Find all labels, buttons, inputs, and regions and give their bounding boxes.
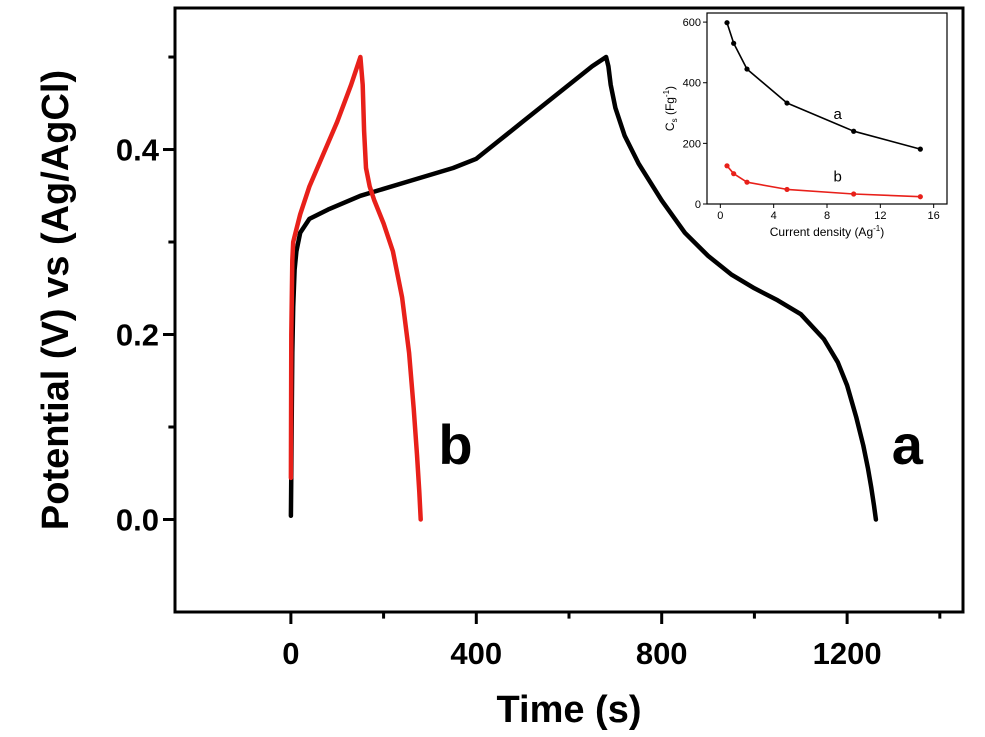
curve-label-b: b	[833, 168, 841, 185]
x-tick-label: 800	[636, 636, 688, 671]
curve-label-a: a	[892, 413, 924, 476]
series-b-line	[288, 54, 423, 522]
x-tick-label: 4	[771, 210, 777, 222]
x-tick-label: 8	[824, 210, 830, 222]
y-tick-label: 600	[683, 17, 701, 29]
series-b-point	[744, 179, 750, 185]
series-a-point	[784, 100, 790, 106]
series-a-point	[724, 20, 730, 26]
y-tick-label: 400	[683, 78, 701, 90]
inset-x-axis-title-sup: -1	[873, 224, 881, 233]
inset-y-title-sup: -1	[662, 89, 671, 97]
y-tick-label: 0	[695, 199, 701, 211]
inset-y-title-unit: (Fg	[663, 97, 677, 118]
series-a-point	[731, 40, 737, 46]
y-tick-label: 200	[683, 138, 701, 150]
series-a-point	[917, 146, 923, 152]
x-tick-label: 0	[717, 210, 723, 222]
series-b-point	[917, 194, 923, 200]
inset-y-title-close: )	[663, 86, 677, 90]
inset-y-axis-title: Cs (Fg-1)	[662, 86, 679, 131]
x-tick-label: 1200	[813, 636, 882, 671]
series-b-point	[724, 163, 730, 169]
series-a-line	[288, 54, 879, 522]
x-tick-label: 0	[282, 636, 299, 671]
x-axis-title: Time (s)	[496, 689, 641, 731]
curve-label-b: b	[438, 413, 472, 476]
y-axis-title: Potential (V) vs (Ag/AgCl)	[35, 70, 77, 530]
series-b-point	[851, 191, 857, 197]
plot-frame	[706, 12, 948, 205]
series-b-point	[784, 186, 790, 193]
inset-x-axis-title: Current density (Ag-1)	[770, 224, 885, 239]
curve-label-a: a	[833, 106, 842, 123]
x-tick-label: 12	[874, 210, 886, 222]
series-a-point	[744, 66, 750, 72]
y-tick-label: 0.4	[116, 133, 160, 168]
inset-y-title-sub: s	[670, 118, 679, 122]
series-a-line	[726, 21, 922, 150]
y-tick-label: 0.0	[116, 503, 159, 538]
inset-y-title-c: C	[663, 122, 677, 131]
series-a-point	[851, 128, 857, 134]
y-tick-label: 0.2	[116, 318, 159, 353]
x-tick-label: 16	[928, 210, 940, 222]
x-tick-label: 400	[450, 636, 502, 671]
series-b-point	[731, 171, 737, 177]
inset-x-axis-title-text: Current density (Ag	[770, 225, 873, 239]
